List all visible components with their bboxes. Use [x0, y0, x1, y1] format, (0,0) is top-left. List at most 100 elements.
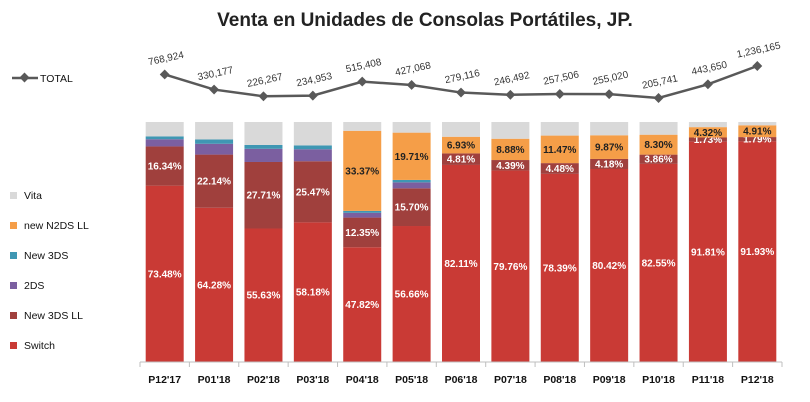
data-label-new-3ds-ll: 4.39%	[496, 161, 524, 172]
bar-segment-new-3ds-ll	[442, 153, 480, 165]
data-label-switch: 79.76%	[493, 262, 527, 273]
bar-segment-new-3ds-ll	[244, 161, 283, 229]
data-label-switch: 78.39%	[543, 263, 577, 274]
total-data-label: 330,177	[197, 65, 235, 83]
x-tick-label: P05'18	[395, 374, 428, 386]
legend-label: 2DS	[24, 280, 44, 292]
total-data-label: 234,953	[295, 71, 333, 89]
bar-segment-switch	[195, 207, 234, 362]
bar-segment-new-3ds-ll	[590, 158, 629, 169]
bar-segment-vita	[639, 122, 678, 135]
bar-segment-vita	[343, 122, 382, 131]
total-data-label: 768,924	[147, 50, 185, 68]
legend-label: Vita	[24, 190, 42, 202]
bar-segment-new-3ds	[244, 144, 283, 149]
bar-segment-2ds	[195, 143, 234, 155]
total-point	[258, 91, 269, 102]
bar-segment-new-n2ds-ll	[738, 125, 777, 138]
bar-stack: 64.28% 22.14%	[195, 122, 234, 362]
total-point	[209, 84, 220, 95]
data-label-new-3ds-ll: 1.73%	[694, 135, 722, 146]
data-label-new-n2ds-ll: 11.47%	[543, 145, 576, 156]
bar-segment-new-3ds-ll	[145, 146, 184, 186]
legend-swatch	[10, 222, 17, 229]
bar-segment-new-n2ds-ll	[343, 130, 382, 211]
chart-title: Venta en Unidades de Consolas Portátiles…	[217, 10, 633, 31]
bar-segment-new-3ds	[293, 145, 332, 150]
bar-segment-new-3ds-ll	[392, 188, 431, 227]
total-data-label: 246,492	[493, 70, 531, 88]
data-label-new-3ds-ll: 25.47%	[296, 187, 330, 198]
bar-segment-vita	[392, 122, 431, 133]
x-tick-label: P07'18	[494, 374, 527, 386]
bar-segment-new-3ds-ll	[293, 161, 332, 223]
bar-segment-2ds	[392, 182, 431, 189]
total-point	[702, 79, 713, 90]
x-tick-label: P04'18	[346, 374, 379, 386]
bar-segment-vita	[145, 122, 184, 137]
bar-segment-new-3ds	[392, 179, 431, 183]
legend-swatch	[10, 342, 17, 349]
bar-segment-switch	[293, 222, 332, 362]
total-point	[653, 93, 664, 103]
total-point	[307, 90, 318, 101]
bar-segment-new-n2ds-ll	[639, 134, 678, 155]
bar-segment-vita	[442, 122, 480, 137]
total-point	[505, 89, 516, 100]
bar-segment-new-3ds	[195, 139, 234, 144]
bar-segment-2ds	[293, 149, 332, 162]
x-tick-label: P12'18	[741, 374, 774, 386]
data-label-switch: 82.11%	[444, 259, 477, 270]
total-line-layer: 768,924 330,177 226,267 234,953 515,408 427,0…	[147, 40, 782, 103]
x-tick-label: P11'18	[692, 374, 724, 386]
data-label-switch: 73.48%	[148, 269, 182, 280]
x-tick-label: P10'18	[642, 374, 675, 386]
total-data-label: 427,068	[394, 60, 432, 78]
total-point	[456, 87, 466, 98]
bar-stack: 58.18% 25.47%	[293, 122, 332, 362]
x-tick-label: P12'17	[148, 374, 181, 386]
data-label-switch: 58.18%	[296, 288, 330, 299]
bar-segment-2ds	[244, 148, 283, 162]
legend-item-switch: Switch	[10, 340, 55, 352]
data-label-new-n2ds-ll: 4.32%	[694, 128, 722, 139]
bar-segment-2ds	[145, 139, 184, 147]
data-label-new-3ds-ll: 22.14%	[197, 177, 231, 188]
bar-segment-switch	[639, 163, 678, 362]
bar-segment-switch	[491, 170, 530, 362]
legend-swatch	[10, 192, 17, 199]
data-label-switch: 55.63%	[247, 291, 281, 302]
bar-segment-new-3ds	[343, 210, 382, 213]
total-point	[357, 76, 368, 87]
data-label-switch: 64.28%	[197, 280, 231, 291]
data-label-new-n2ds-ll: 6.93%	[447, 141, 475, 152]
total-data-label: 279,116	[444, 68, 481, 86]
bar-segment-vita	[491, 122, 530, 139]
bar-segment-new-3ds-ll	[343, 217, 382, 248]
bars-layer: 73.48% 16.34% 64.28% 22.14% 55.63% 27.71% 58.1…	[145, 122, 777, 362]
total-data-label: 205,741	[641, 73, 679, 91]
bar-segment-new-n2ds-ll	[491, 138, 530, 161]
legend-total: TOTAL	[12, 72, 73, 85]
data-label-new-n2ds-ll: 8.88%	[496, 145, 524, 156]
bar-segment-vita	[540, 122, 579, 136]
legend-item-new-3ds: New 3DS	[10, 250, 68, 262]
bar-stack: 82.55% 3.86% 8.30%	[639, 122, 678, 362]
data-label-switch: 91.81%	[691, 247, 725, 258]
bar-segment-new-n2ds-ll	[688, 127, 727, 138]
bar-stack: 82.11% 4.81% 6.93%	[442, 122, 480, 362]
data-label-switch: 91.93%	[740, 247, 774, 258]
data-label-new-3ds-ll: 1.79%	[743, 135, 771, 146]
data-label-new-3ds-ll: 3.86%	[644, 155, 672, 166]
data-label-switch: 47.82%	[345, 300, 379, 311]
bar-segment-switch	[590, 168, 629, 362]
bar-stack: 79.76% 4.39% 8.88%	[491, 122, 530, 362]
bar-segment-vita	[688, 122, 727, 128]
bar-stack: 55.63% 27.71%	[244, 122, 283, 362]
x-tick-label: P01'18	[198, 374, 231, 386]
bar-segment-vita	[738, 122, 777, 126]
bar-segment-new-n2ds-ll	[392, 132, 431, 180]
total-data-label: 255,020	[592, 69, 630, 87]
legend-label: New 3DS LL	[24, 310, 83, 322]
bar-stack: 56.66% 15.70% 19.71%	[392, 122, 431, 362]
